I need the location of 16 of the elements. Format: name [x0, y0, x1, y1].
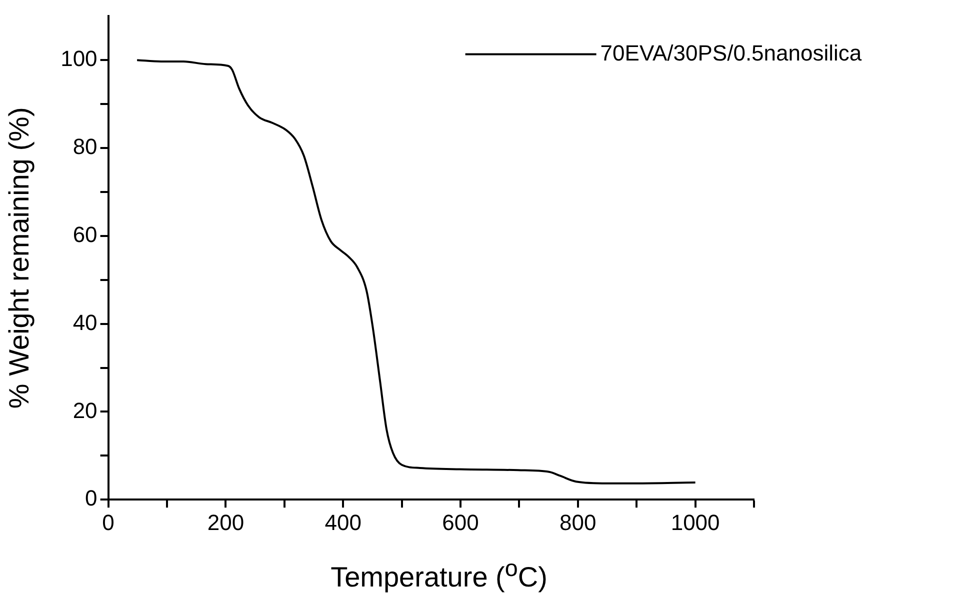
text: 70EVA/30PS/0.5nanosilica: [600, 40, 862, 66]
x-axis-title: Temperature ($^{o}$C): [330, 555, 548, 594]
x-tick-label: 800: [560, 510, 596, 535]
y-tick-label: 40: [72, 310, 98, 335]
x-tick-label: 600: [442, 510, 479, 535]
x-tick-label: 200: [207, 510, 244, 535]
x-tick-label: 400: [324, 510, 362, 535]
y-tick-label: 60: [72, 222, 98, 247]
y-tick-label: 100: [60, 46, 98, 72]
y-tick-label: 0: [85, 486, 98, 511]
y-axis-title: % Weight remaining (%): [4, 107, 35, 409]
y-tick-label: 80: [72, 134, 98, 160]
y-tick-label: 20: [72, 398, 98, 423]
x-tick-label: 1000: [670, 510, 720, 535]
line-series: [136, 59, 696, 484]
x-tick-label: 0: [102, 510, 114, 535]
